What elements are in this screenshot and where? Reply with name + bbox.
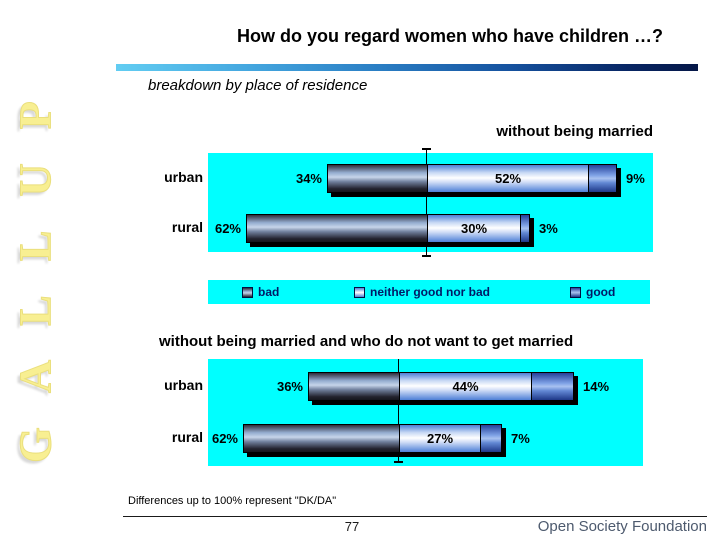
bar-urban: 34% 52% 9% <box>296 164 645 193</box>
legend-item-bad: bad <box>242 280 279 304</box>
segment-good <box>480 425 501 452</box>
value-label-good: 7% <box>511 431 530 446</box>
segment-bad <box>328 165 427 192</box>
segment-neither: 30% <box>427 215 520 242</box>
legend-item-neither: neither good nor bad <box>354 280 490 304</box>
chart-2-plot-area: 36% 44% 14% 62% 27% 7% <box>208 359 643 466</box>
segment-good <box>531 373 573 400</box>
category-label-urban: urban <box>164 377 203 393</box>
gallup-watermark: GALLUP <box>9 67 61 464</box>
category-label-urban: urban <box>164 169 203 185</box>
segment-neither: 44% <box>399 373 531 400</box>
slide-subtitle: breakdown by place of residence <box>148 77 368 94</box>
bar-rural: 62% 27% 7% <box>212 424 530 453</box>
bar-rural: 62% 30% 3% <box>215 214 558 243</box>
value-label-neither: 30% <box>460 221 488 236</box>
value-label-neither: 27% <box>426 431 454 446</box>
value-label-good: 3% <box>539 221 558 236</box>
segment-bad <box>309 373 399 400</box>
chart-2-title: without being married and who do not wan… <box>159 333 574 350</box>
slide-title: How do you regard women who have childre… <box>236 26 664 46</box>
axis-line <box>422 148 431 257</box>
value-label-bad: 62% <box>211 431 238 446</box>
value-label-bad: 62% <box>214 221 241 236</box>
chart-1-plot-area: 34% 52% 9% 62% 30% 3% <box>208 148 653 257</box>
segment-good <box>520 215 529 242</box>
segment-bad <box>247 215 427 242</box>
bar-urban: 36% 44% 14% <box>277 372 609 401</box>
value-label-good: 14% <box>583 379 610 394</box>
legend-item-good: good <box>570 280 615 304</box>
legend-label: neither good nor bad <box>370 285 490 299</box>
bad-swatch-icon <box>242 286 253 298</box>
neither-swatch-icon <box>354 286 365 298</box>
legend-label: good <box>586 285 616 299</box>
segment-neither: 52% <box>427 165 588 192</box>
category-label-rural: rural <box>171 219 203 235</box>
segment-good <box>588 165 616 192</box>
title-divider <box>116 64 698 71</box>
footer-divider <box>123 516 707 517</box>
legend-label: bad <box>258 285 280 299</box>
legend: bad neither good nor bad good <box>208 280 650 304</box>
footnote: Differences up to 100% represent "DK/DA" <box>128 495 337 507</box>
axis-line <box>394 359 403 463</box>
value-label-bad: 34% <box>295 171 322 186</box>
good-swatch-icon <box>570 286 581 298</box>
value-label-neither: 44% <box>452 379 479 394</box>
footer-brand: Open Society Foundation <box>537 518 707 535</box>
page-number: 77 <box>344 519 360 534</box>
segment-bad <box>244 425 399 452</box>
chart-1-title: without being married <box>496 123 653 140</box>
value-label-neither: 52% <box>494 171 522 186</box>
category-label-rural: rural <box>171 429 203 445</box>
value-label-bad: 36% <box>276 379 303 394</box>
value-label-good: 9% <box>626 171 645 186</box>
segment-neither: 27% <box>399 425 480 452</box>
